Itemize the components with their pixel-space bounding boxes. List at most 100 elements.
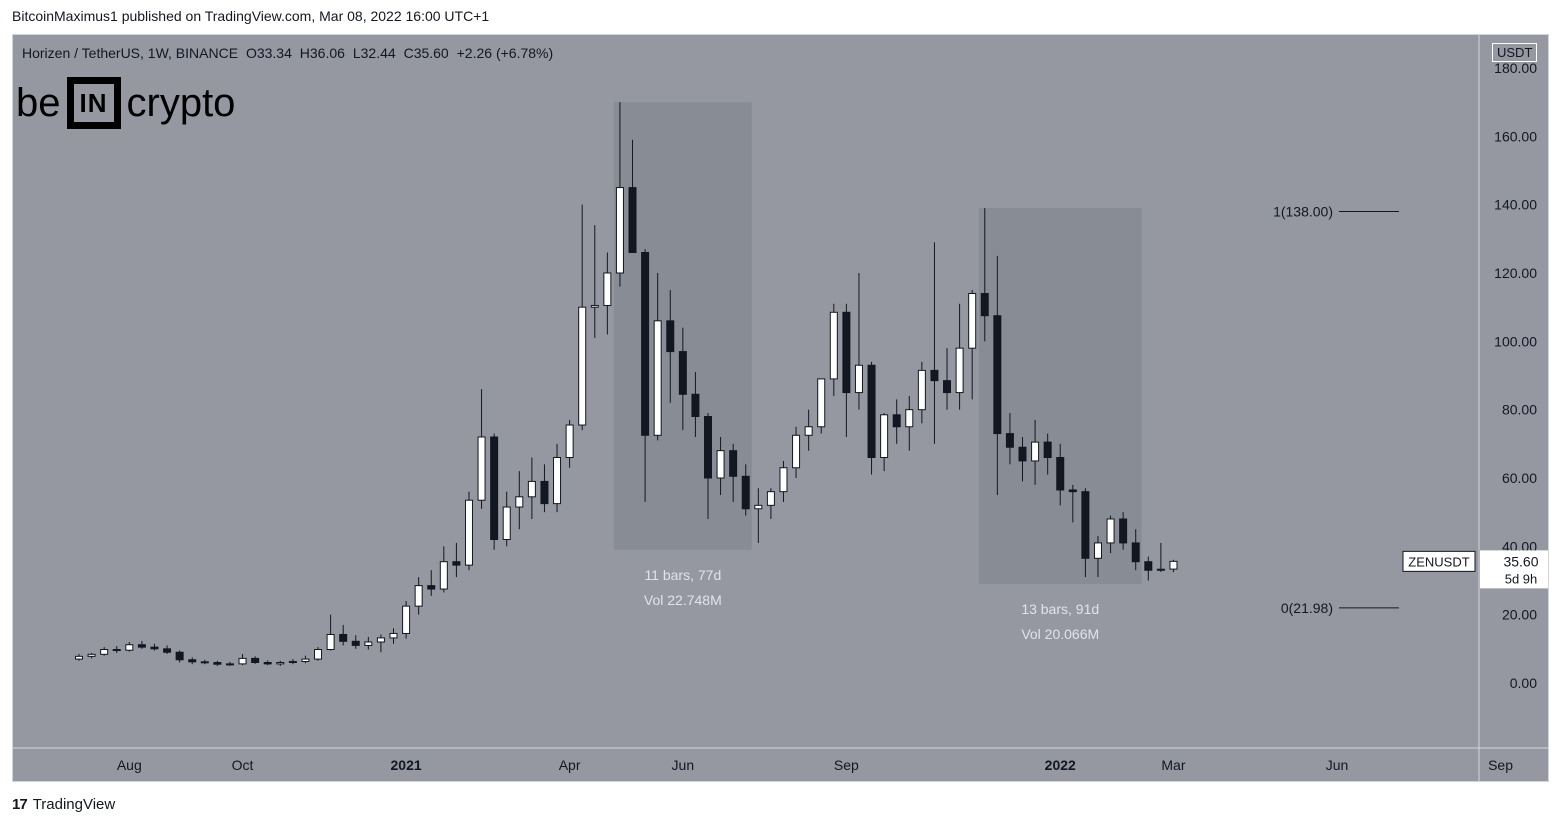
- candle-body: [200, 661, 209, 664]
- candle-body: [339, 633, 348, 642]
- candle-body: [854, 364, 863, 394]
- candle-body: [100, 649, 109, 655]
- x-tick-label: Jun: [672, 757, 695, 773]
- y-tick-label: 120.00: [1494, 265, 1537, 281]
- x-tick-label: Apr: [559, 757, 581, 773]
- candle-body: [917, 369, 926, 411]
- candle-body: [1131, 542, 1140, 563]
- candle-body: [1106, 518, 1115, 544]
- candle-body: [766, 491, 775, 506]
- legend-open: 33.34: [256, 45, 292, 61]
- candle-body: [263, 662, 272, 665]
- range-volume-label: Vol 20.066M: [1021, 626, 1099, 642]
- y-tick-label: 40.00: [1502, 538, 1537, 554]
- candle-body: [1068, 489, 1077, 493]
- x-tick-label: Sep: [1488, 757, 1513, 773]
- candle-body: [389, 632, 398, 639]
- candle-body: [565, 424, 574, 458]
- last-price-label: 35.60: [1503, 553, 1538, 569]
- candle-body: [842, 311, 851, 394]
- candle-body: [301, 658, 310, 662]
- candle-body: [754, 504, 763, 510]
- candle-body: [678, 351, 687, 395]
- candle-body: [1119, 518, 1128, 544]
- candle-body: [150, 646, 159, 650]
- legend-high: 36.06: [309, 45, 345, 61]
- candle-body: [804, 426, 813, 436]
- candle-body: [880, 414, 889, 458]
- candle-body: [464, 499, 473, 566]
- candle-body: [251, 657, 260, 664]
- fib-level-label: 1(138.00): [1273, 204, 1333, 220]
- candle-body: [540, 480, 549, 505]
- candle-body: [527, 480, 536, 498]
- price-chart[interactable]: 11 bars, 77d Vol 22.748M 13 bars, 91d Vol 2…: [13, 35, 1549, 781]
- candle-body: [188, 659, 197, 663]
- candle-body: [364, 641, 373, 646]
- candle-body: [615, 187, 624, 274]
- candle-body: [1081, 491, 1090, 559]
- tradingview-text: TradingView: [32, 796, 116, 813]
- candle-body: [578, 306, 587, 426]
- candle-body: [238, 657, 247, 665]
- legend-low: 32.44: [360, 45, 396, 61]
- candle-body: [1018, 446, 1027, 462]
- candle-body: [666, 320, 675, 353]
- fib-level-label: 0(21.98): [1281, 600, 1333, 616]
- x-tick-label: 2021: [391, 757, 422, 773]
- y-tick-label: 140.00: [1494, 197, 1537, 213]
- candle-body: [553, 457, 562, 505]
- candle-body: [314, 649, 323, 660]
- candle-body: [653, 320, 662, 436]
- candle-body: [792, 434, 801, 469]
- candle-body: [905, 409, 914, 428]
- x-tick-label: Aug: [117, 757, 142, 773]
- publisher-line: BitcoinMaximus1 published on TradingView…: [12, 8, 490, 24]
- candle-body: [968, 293, 977, 349]
- candle-body: [943, 380, 952, 394]
- candle-body: [351, 640, 360, 646]
- legend-low-label: L: [352, 45, 361, 61]
- candle-body: [993, 315, 1002, 435]
- candle-body: [276, 662, 285, 665]
- candle-body: [376, 637, 385, 643]
- chart-frame[interactable]: [12, 34, 1549, 782]
- brand-left: be: [16, 80, 61, 125]
- candle-body: [1093, 542, 1102, 559]
- candle-body: [704, 416, 712, 479]
- y-tick-label: 180.00: [1494, 60, 1537, 76]
- x-tick-label: Jun: [1326, 757, 1349, 773]
- date-range-box: [613, 102, 752, 550]
- y-tick-label: 100.00: [1494, 333, 1537, 349]
- candle-body: [1043, 441, 1052, 458]
- tradingview-logo-icon: 17: [12, 796, 28, 813]
- candle-body: [75, 655, 83, 660]
- candle-body: [137, 644, 146, 648]
- candle-body: [1144, 561, 1153, 571]
- candle-body: [326, 633, 335, 651]
- candle-body: [490, 436, 499, 540]
- legend-close-label: C: [403, 45, 414, 61]
- candle-body: [892, 414, 901, 428]
- candle-body: [125, 644, 134, 651]
- legend-close: 35.60: [413, 45, 449, 61]
- range-bars-label: 13 bars, 91d: [1021, 601, 1099, 617]
- candle-body: [930, 369, 939, 382]
- currency-label[interactable]: USDT: [1492, 43, 1538, 62]
- candle-body: [452, 561, 461, 566]
- tradingview-footer: 17 TradingView: [12, 796, 115, 813]
- candle-body: [641, 252, 650, 436]
- legend-open-label: O: [245, 45, 257, 61]
- candle-body: [1169, 560, 1178, 570]
- legend-symbol: Horizen / TetherUS, 1W, BINANCE: [22, 45, 239, 61]
- candle-body: [163, 648, 172, 653]
- candle-body: [288, 660, 297, 663]
- candle-body: [225, 663, 234, 666]
- y-tick-label: 80.00: [1502, 402, 1537, 418]
- candle-body: [427, 585, 436, 590]
- x-tick-label: Mar: [1161, 757, 1185, 773]
- candle-body: [955, 347, 964, 394]
- candle-body: [729, 450, 738, 477]
- candle-body: [817, 378, 826, 428]
- candle-body: [477, 436, 486, 501]
